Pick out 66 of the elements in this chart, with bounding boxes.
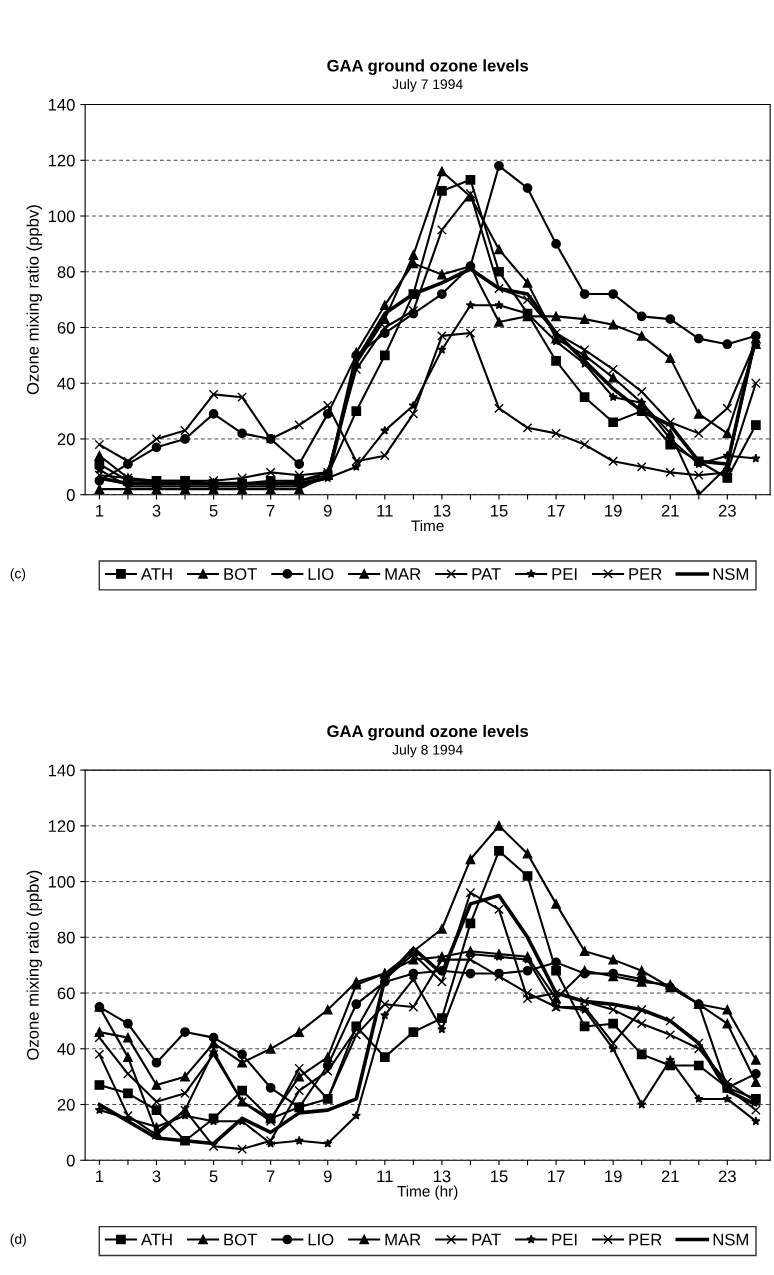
legend-label: PAT [472,1233,501,1246]
y-tick-label: 20 [57,433,75,446]
legend-label: MAR [385,568,421,580]
chart-subtitle: July 8 1994 [392,744,463,758]
x-tick-label: 7 [266,505,275,517]
y-tick-label: 0 [66,1154,75,1167]
x-tick-label: 15 [490,505,508,517]
y-tick-label: 40 [57,1043,75,1055]
x-tick-label: 21 [661,1170,679,1183]
legend-label: ATH [140,1233,172,1246]
legend-label: LIO [308,1233,334,1246]
x-tick-label: 1 [96,1170,104,1183]
x-tick-label: 13 [433,504,451,517]
x-tick-label: 23 [718,504,736,517]
y-tick-label: 80 [57,266,75,278]
x-tick-label: 5 [209,1170,218,1183]
x-tick-label: 7 [266,1170,275,1183]
y-axis-title: Ozone mixing ratio (ppbv) [26,870,43,1060]
x-tick-label: 17 [548,505,565,517]
x-tick-label: 15 [490,1170,508,1183]
legend-label: PER [629,1233,662,1246]
y-tick-label: 140 [48,98,75,111]
legend-label: BOT [224,1233,257,1246]
y-tick-label: 100 [48,210,75,223]
legend-label: BOT [224,568,257,580]
y-tick-label: 40 [57,377,75,390]
y-tick-label: 80 [57,931,75,944]
x-tick-label: 9 [323,504,332,517]
y-tick-label: 120 [48,154,75,167]
chart-subtitle: July 7 1994 [392,78,463,92]
x-tick-label: 5 [209,505,218,517]
x-axis-title: Time [411,519,444,532]
text: (d) [10,1233,26,1247]
x-tick-label: 19 [605,504,622,517]
legend-label: NSM [713,1233,748,1246]
x-tick-label: 1 [96,505,104,517]
y-tick-label: 60 [57,321,75,334]
x-tick-label: 3 [152,504,161,517]
text: (c) [10,568,26,582]
y-tick-label: 0 [66,489,75,501]
x-tick-label: 11 [377,505,393,517]
legend-label: PER [629,568,662,580]
legend-label: LIO [308,568,334,580]
y-tick-label: 100 [48,875,75,888]
y-tick-label: 60 [57,987,75,1000]
x-tick-label: 3 [152,1170,161,1183]
chart-title: GAA ground ozone levels [327,724,529,741]
x-tick-label: 13 [433,1170,451,1183]
x-tick-label: 11 [377,1170,393,1183]
x-tick-label: 21 [661,504,679,517]
legend-label: PEI [552,1233,577,1246]
y-tick-label: 140 [48,764,75,777]
x-axis-title: Time (hr) [397,1185,458,1200]
legend-label: PAT [472,568,501,580]
legend-label: ATH [140,568,172,580]
y-axis-title: Ozone mixing ratio (ppbv) [26,205,43,395]
x-tick-label: 23 [718,1170,736,1183]
y-tick-label: 20 [57,1098,75,1111]
legend-label: NSM [713,568,748,580]
x-tick-label: 19 [605,1170,622,1183]
x-tick-label: 9 [323,1170,332,1183]
x-tick-label: 17 [548,1170,565,1183]
legend-label: MAR [385,1233,421,1246]
legend-label: PEI [552,568,577,580]
y-tick-label: 120 [48,820,75,833]
chart-title: GAA ground ozone levels [327,59,529,75]
